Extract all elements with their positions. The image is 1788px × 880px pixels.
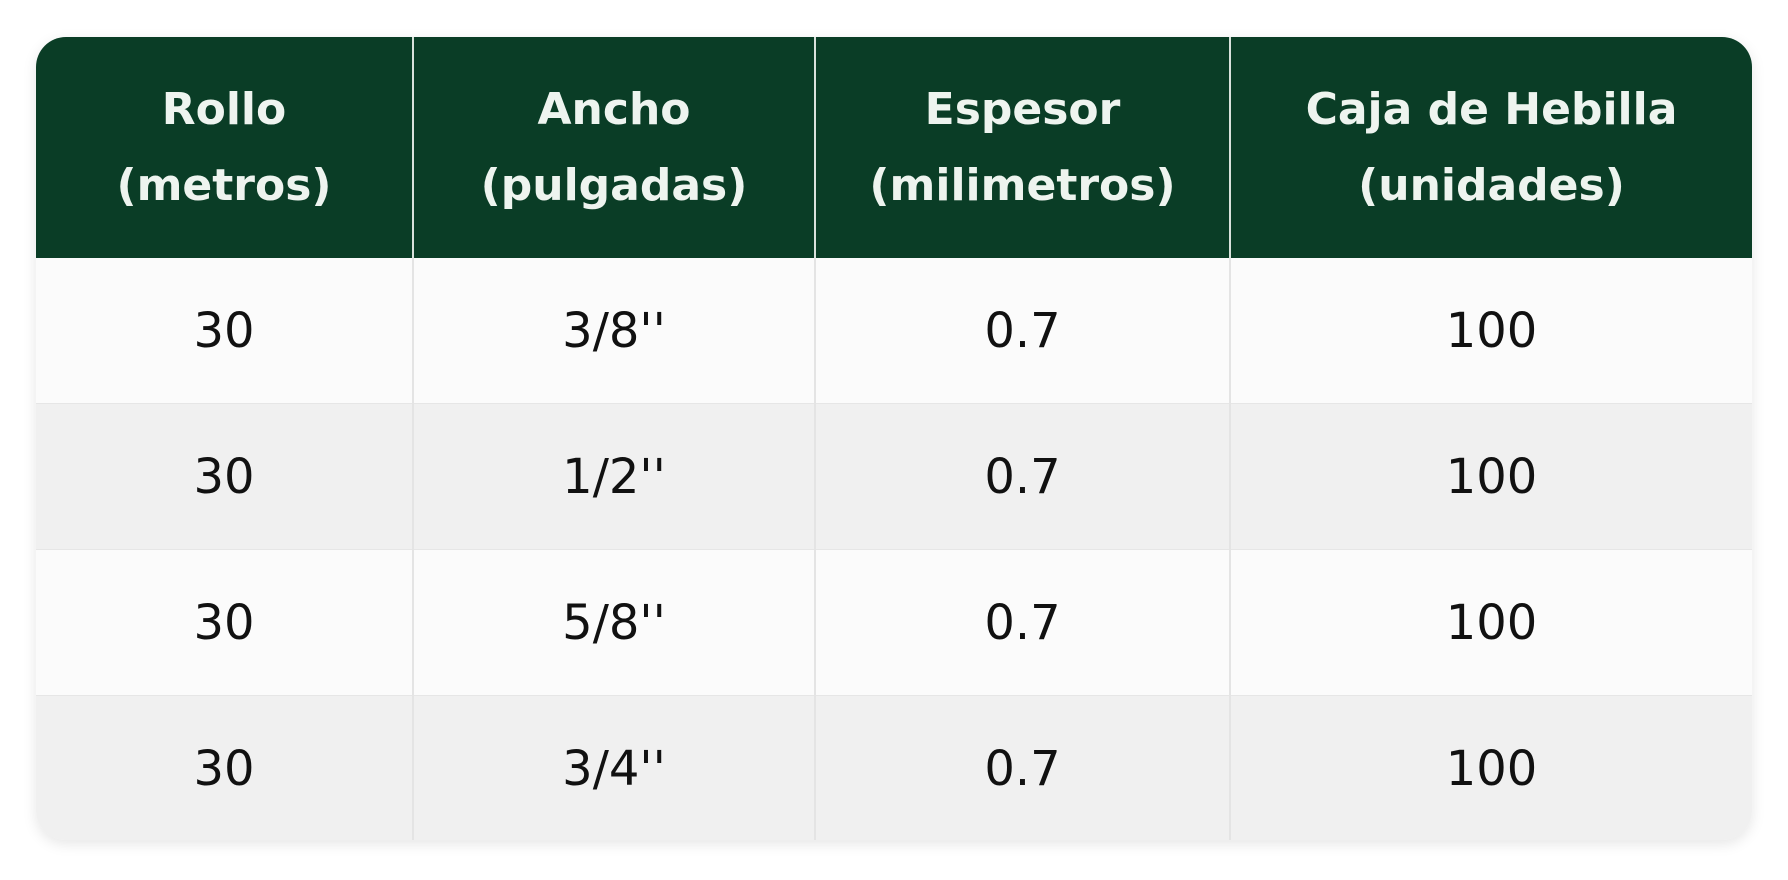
header-cell: Rollo (metros) bbox=[36, 37, 414, 258]
header-cell: Ancho (pulgadas) bbox=[413, 37, 816, 258]
table-cell: 30 bbox=[36, 695, 414, 840]
header-cell: Espesor (milimetros) bbox=[815, 37, 1231, 258]
table-cell: 30 bbox=[36, 258, 414, 404]
table-cell: 100 bbox=[1230, 258, 1752, 404]
header-text: Espesor bbox=[924, 83, 1121, 135]
header-text: (pulgadas) bbox=[480, 159, 748, 211]
header-row: Rollo (metros) Ancho (pulgadas) Espesor (mili… bbox=[36, 37, 1752, 258]
table-cell: 0.7 bbox=[815, 403, 1231, 550]
table-row: 30 1/2'' 0.7 100 bbox=[36, 403, 1752, 550]
table-cell: 0.7 bbox=[815, 549, 1231, 696]
table-row: 30 3/8'' 0.7 100 bbox=[36, 258, 1752, 404]
header-text: Ancho bbox=[537, 83, 691, 135]
header-text: (milimetros) bbox=[869, 159, 1176, 211]
table-cell: 0.7 bbox=[815, 695, 1231, 840]
table-cell: 30 bbox=[36, 549, 414, 696]
table-row: 30 3/4'' 0.7 100 bbox=[36, 695, 1752, 840]
table-cell: 0.7 bbox=[815, 258, 1231, 404]
table-card: Rollo (metros) Ancho (pulgadas) Espesor (mili… bbox=[36, 37, 1752, 840]
header-text: Rollo bbox=[161, 83, 287, 135]
table-row: 30 5/8'' 0.7 100 bbox=[36, 549, 1752, 696]
table-cell: 100 bbox=[1230, 549, 1752, 696]
table-cell: 100 bbox=[1230, 403, 1752, 550]
header-text: (unidades) bbox=[1358, 159, 1625, 211]
table-cell: 3/8'' bbox=[413, 258, 816, 404]
table-cell: 100 bbox=[1230, 695, 1752, 840]
header-cell: Caja de Hebilla (unidades) bbox=[1230, 37, 1752, 258]
table-cell: 3/4'' bbox=[413, 695, 816, 840]
table: Rollo (metros) Ancho (pulgadas) Espesor (mili… bbox=[36, 37, 1752, 840]
table-body: 30 3/8'' 0.7 100 30 1/2'' 0.7 100 30 5/8'' 0.7 100 3… bbox=[36, 258, 1752, 840]
header-text: Caja de Hebilla bbox=[1305, 83, 1678, 135]
header-text: (metros) bbox=[116, 159, 332, 211]
table-cell: 5/8'' bbox=[413, 549, 816, 696]
table-cell: 1/2'' bbox=[413, 403, 816, 550]
table-header: Rollo (metros) Ancho (pulgadas) Espesor (mili… bbox=[36, 37, 1752, 258]
table-cell: 30 bbox=[36, 403, 414, 550]
